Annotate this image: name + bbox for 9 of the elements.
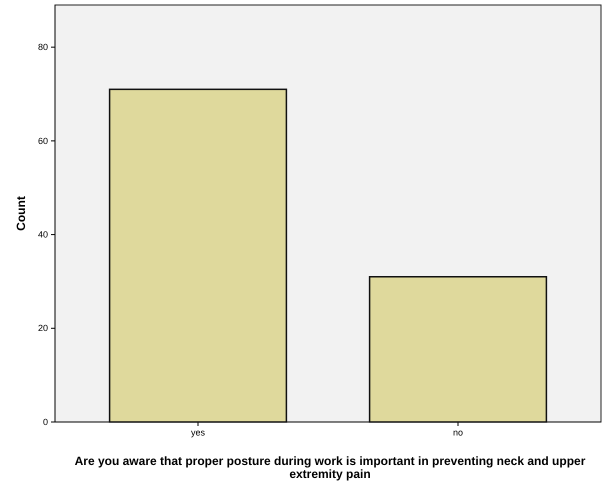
x-tick-label: no [452,427,464,438]
y-tick-label: 80 [38,42,48,52]
y-tick-label: 40 [38,229,48,240]
y-axis-title: Count [14,196,28,231]
y-tick-label: 20 [38,323,48,334]
x-tick-label: yes [190,427,206,438]
y-tick-label: 0 [42,416,48,427]
y-tick-label: 60 [38,136,48,146]
x-axis-title: Are you aware that proper posture during work is important in preventing neck and upper extremity pain [74,454,586,481]
